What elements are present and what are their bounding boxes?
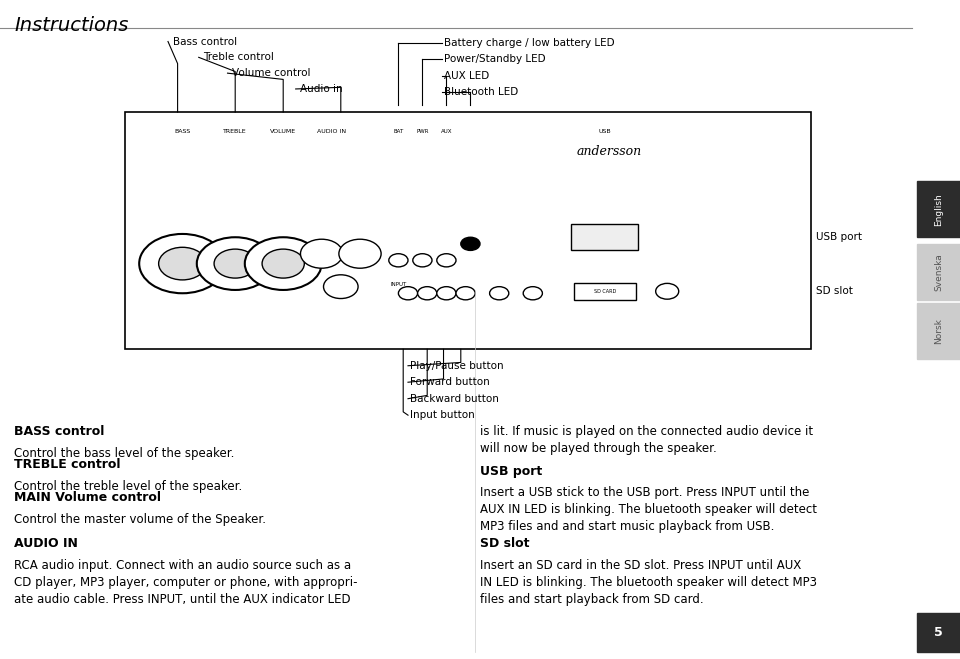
Text: Treble control: Treble control [204, 52, 275, 63]
Text: AUX LED: AUX LED [444, 71, 489, 81]
Text: USB port: USB port [816, 232, 862, 243]
Circle shape [389, 254, 408, 267]
Text: Power/Standby LED: Power/Standby LED [444, 54, 545, 65]
Text: AUDIO IN: AUDIO IN [14, 537, 79, 550]
Circle shape [245, 237, 322, 290]
Text: Norsk: Norsk [934, 318, 943, 344]
Text: 5: 5 [934, 626, 943, 639]
Text: VOLUME: VOLUME [270, 129, 297, 134]
Text: PWR: PWR [416, 129, 429, 134]
Bar [917, 244, 960, 300]
Text: TREBLE: TREBLE [224, 129, 247, 134]
Text: USB: USB [598, 129, 612, 134]
Text: Control the treble level of the speaker.: Control the treble level of the speaker. [14, 480, 243, 493]
Text: Backward button: Backward button [410, 393, 499, 404]
Text: Bluetooth LED: Bluetooth LED [444, 86, 517, 97]
Circle shape [139, 234, 226, 293]
Text: Insert a USB stick to the USB port. Press INPUT until the
AUX IN LED is blinking: Insert a USB stick to the USB port. Pres… [480, 486, 817, 533]
Text: SD slot: SD slot [816, 286, 852, 297]
Circle shape [437, 287, 456, 300]
Bar [917, 181, 960, 237]
Text: andersson: andersson [577, 145, 642, 158]
Circle shape [490, 287, 509, 300]
Text: INPUT: INPUT [391, 282, 406, 287]
Circle shape [339, 239, 381, 268]
Circle shape [300, 239, 343, 268]
Text: Volume control: Volume control [232, 68, 311, 78]
Bar [917, 303, 960, 359]
Text: Audio in: Audio in [300, 84, 343, 94]
Text: is lit. If music is played on the connected audio device it
will now be played t: is lit. If music is played on the connec… [480, 425, 813, 455]
Text: SD CARD: SD CARD [593, 289, 616, 295]
Circle shape [158, 247, 206, 280]
Circle shape [324, 275, 358, 299]
Text: English: English [934, 193, 943, 225]
Text: BASS control: BASS control [14, 425, 105, 438]
Circle shape [461, 237, 480, 250]
Text: Insert an SD card in the SD slot. Press INPUT until AUX
IN LED is blinking. The : Insert an SD card in the SD slot. Press … [480, 559, 817, 606]
Text: Battery charge / low battery LED: Battery charge / low battery LED [444, 38, 614, 48]
Circle shape [656, 283, 679, 299]
Text: AUX: AUX [441, 129, 452, 134]
Text: Input button: Input button [410, 410, 474, 420]
Text: Instructions: Instructions [14, 16, 129, 36]
Circle shape [197, 237, 274, 290]
Text: AUDIO IN: AUDIO IN [317, 129, 346, 134]
Circle shape [523, 287, 542, 300]
Circle shape [418, 287, 437, 300]
Text: USB port: USB port [480, 465, 542, 478]
Bar [125, 112, 811, 349]
Text: TREBLE control: TREBLE control [14, 458, 121, 471]
Circle shape [437, 254, 456, 267]
Text: BAT: BAT [394, 129, 403, 134]
Circle shape [214, 249, 256, 278]
Circle shape [262, 249, 304, 278]
Text: RCA audio input. Connect with an audio source such as a
CD player, MP3 player, c: RCA audio input. Connect with an audio s… [14, 559, 358, 606]
Text: Forward button: Forward button [410, 377, 490, 387]
Text: Svenska: Svenska [934, 253, 943, 291]
Circle shape [398, 287, 418, 300]
Text: Control the bass level of the speaker.: Control the bass level of the speaker. [14, 447, 235, 460]
Text: Control the master volume of the Speaker.: Control the master volume of the Speaker… [14, 513, 266, 526]
Text: MAIN Volume control: MAIN Volume control [14, 491, 161, 504]
Bar [571, 224, 638, 250]
Bar [574, 283, 636, 300]
Text: SD slot: SD slot [480, 537, 530, 550]
Text: Bass control: Bass control [173, 36, 237, 47]
Text: Play/Pause button: Play/Pause button [410, 360, 504, 371]
Circle shape [456, 287, 475, 300]
Bar [917, 613, 960, 652]
Circle shape [413, 254, 432, 267]
Text: BASS: BASS [175, 129, 190, 134]
